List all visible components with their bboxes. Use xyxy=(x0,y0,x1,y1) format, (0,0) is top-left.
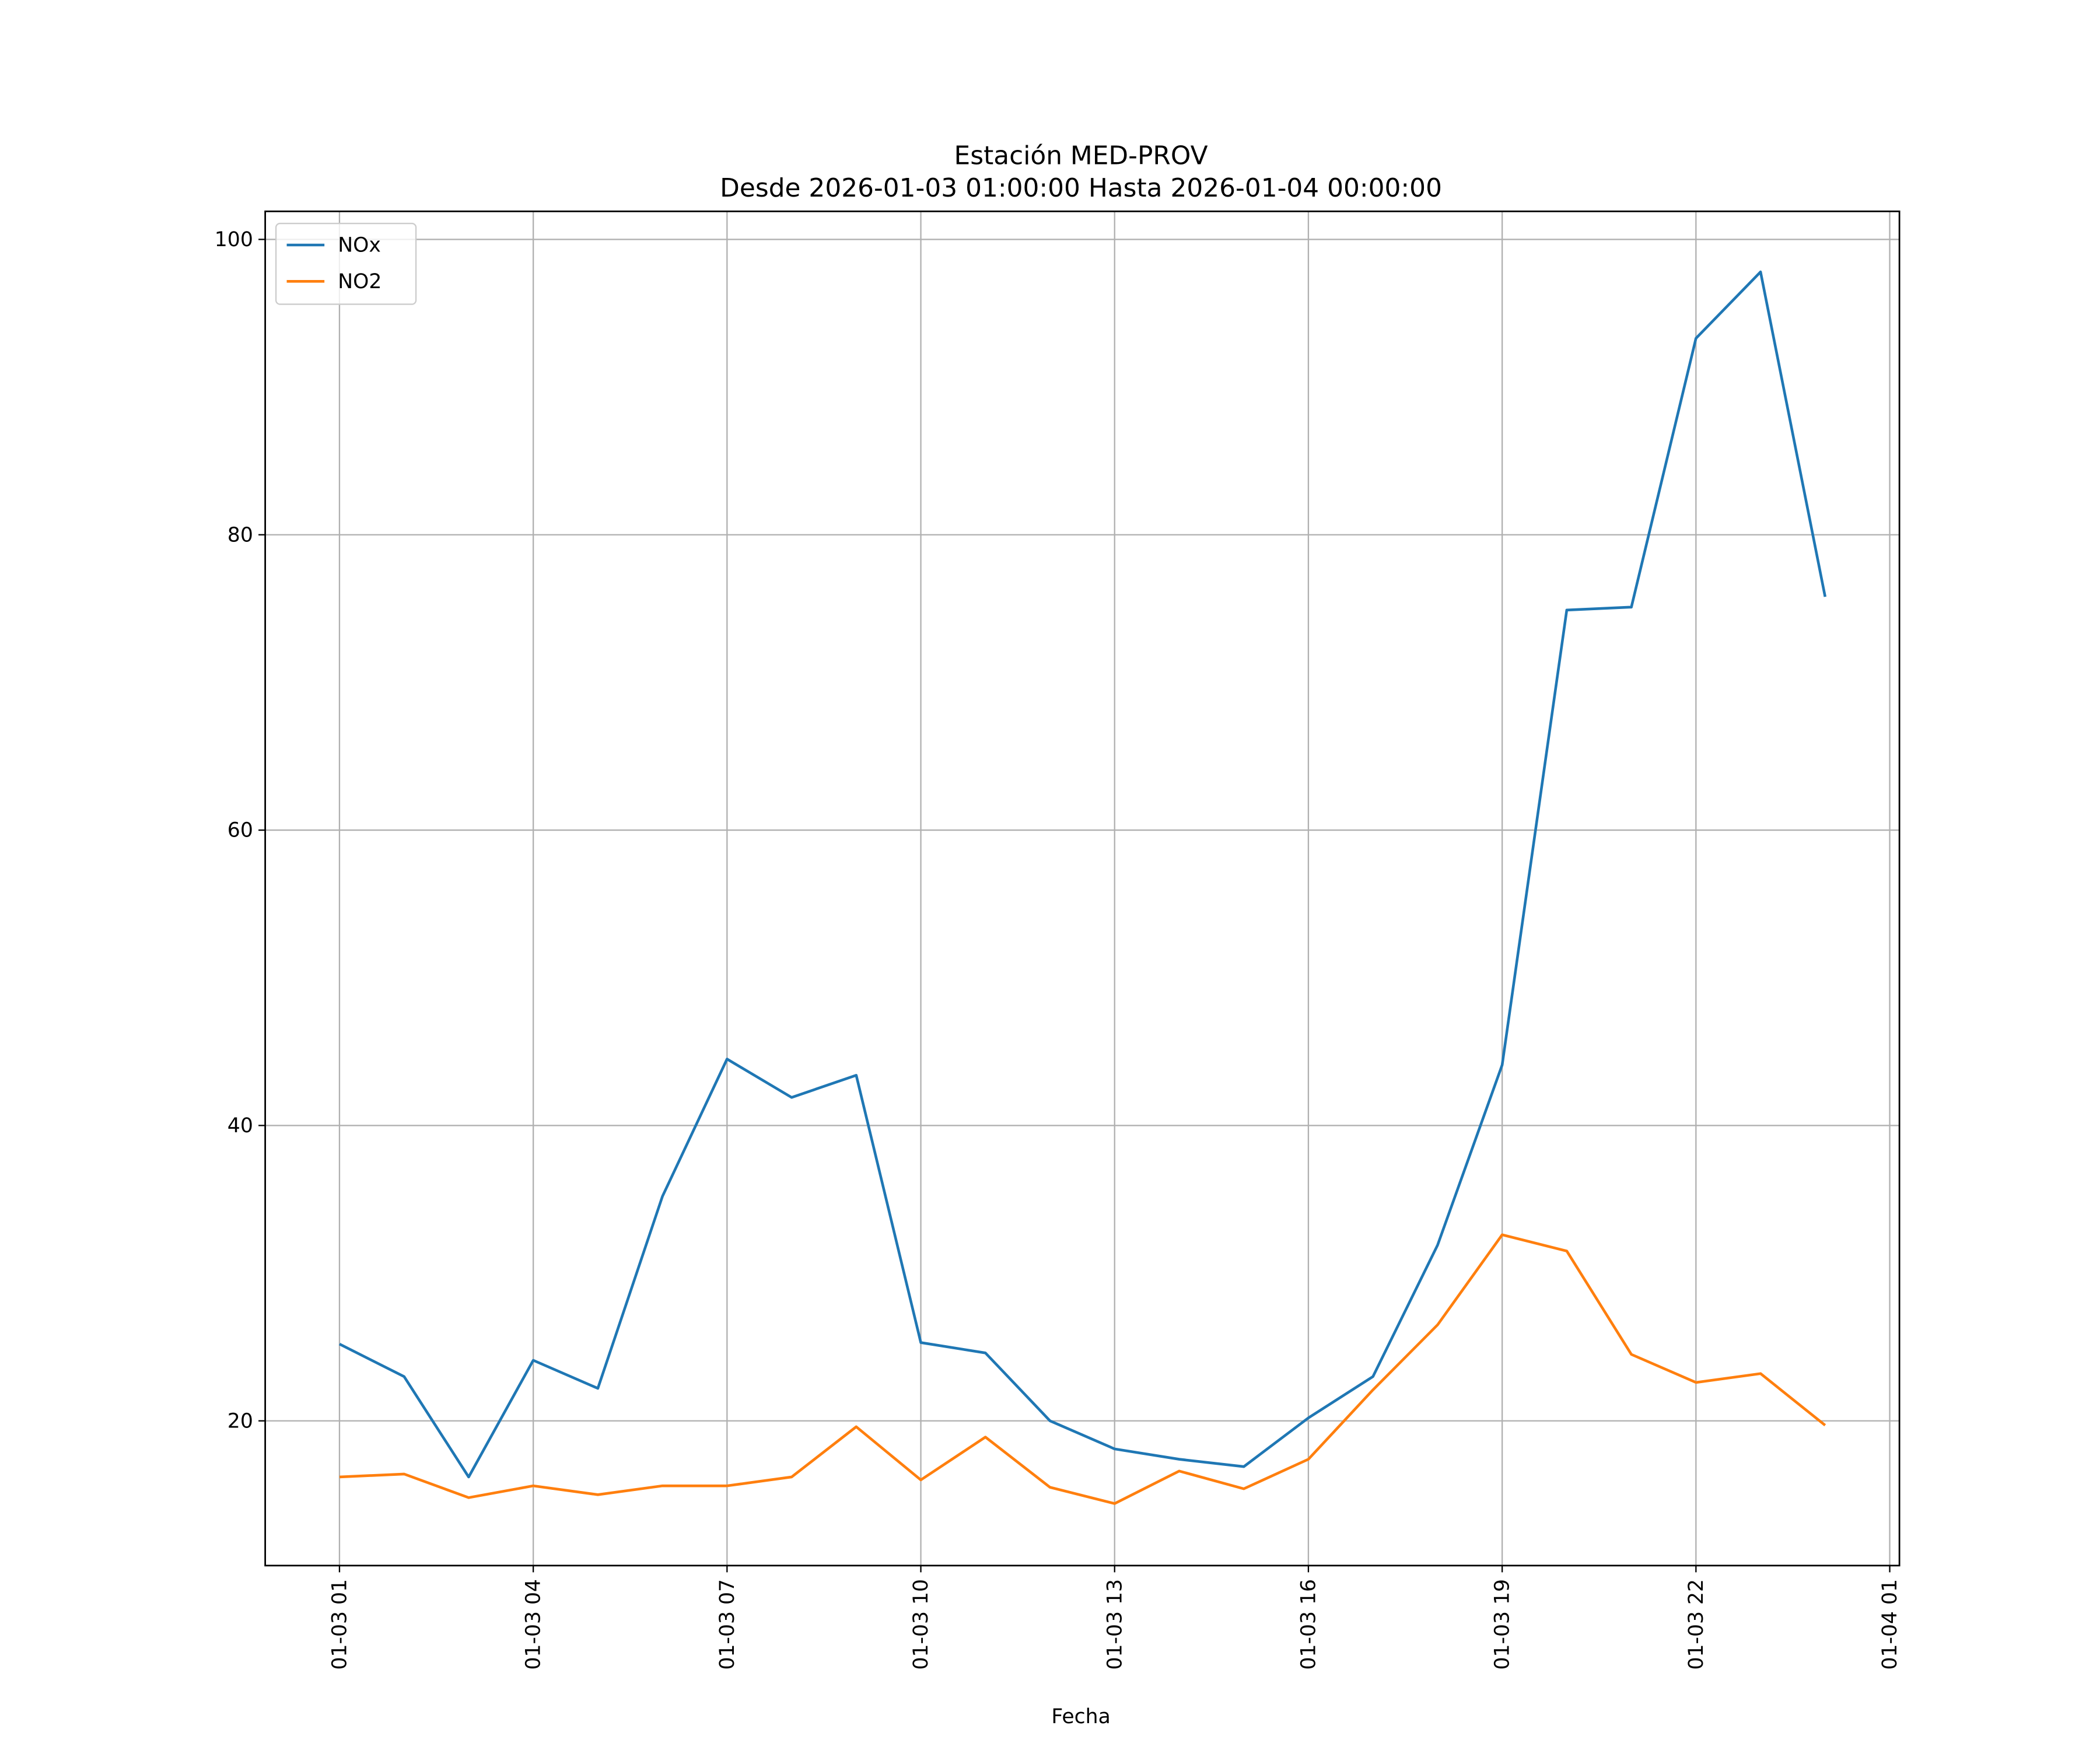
legend: NOx NO2 xyxy=(275,222,417,305)
x-tick-label: 01-03 16 xyxy=(1297,1579,1320,1670)
grid xyxy=(265,211,1900,1566)
plot-frame xyxy=(264,210,1901,1567)
legend-label-nox: NOx xyxy=(338,234,381,257)
x-tick-label: 01-03 13 xyxy=(1103,1579,1126,1670)
x-tick-label: 01-03 10 xyxy=(909,1579,933,1670)
chart-subtitle: Desde 2026-01-03 01:00:00 Hasta 2026-01-… xyxy=(720,173,1442,203)
x-tick-label: 01-03 07 xyxy=(716,1579,739,1670)
x-tick-label: 01-03 01 xyxy=(328,1579,351,1670)
y-tick-label: 40 xyxy=(228,1114,253,1138)
chart-title: Estación MED-PROV xyxy=(954,141,1208,171)
legend-label-no2: NO2 xyxy=(338,270,382,293)
y-tick-label: 80 xyxy=(228,523,253,547)
x-tick-label: 01-03 19 xyxy=(1491,1579,1514,1670)
series-line-nox xyxy=(338,270,1827,1479)
x-tick-label: 01-03 04 xyxy=(522,1579,545,1670)
x-tick-label: 01-04 01 xyxy=(1878,1579,1902,1670)
x-tick-label: 01-03 22 xyxy=(1685,1579,1708,1670)
series-lines xyxy=(338,270,1827,1505)
x-axis-label: Fecha xyxy=(1051,1705,1110,1728)
series-line-no2 xyxy=(339,1233,1826,1505)
y-tick-label: 60 xyxy=(228,819,253,842)
y-tick-label: 100 xyxy=(215,228,253,251)
ticks: 20 40 60 80 100 01-03 01 01-03 04 01-03 07 01-03… xyxy=(215,228,1902,1670)
y-tick-label: 20 xyxy=(228,1409,253,1433)
